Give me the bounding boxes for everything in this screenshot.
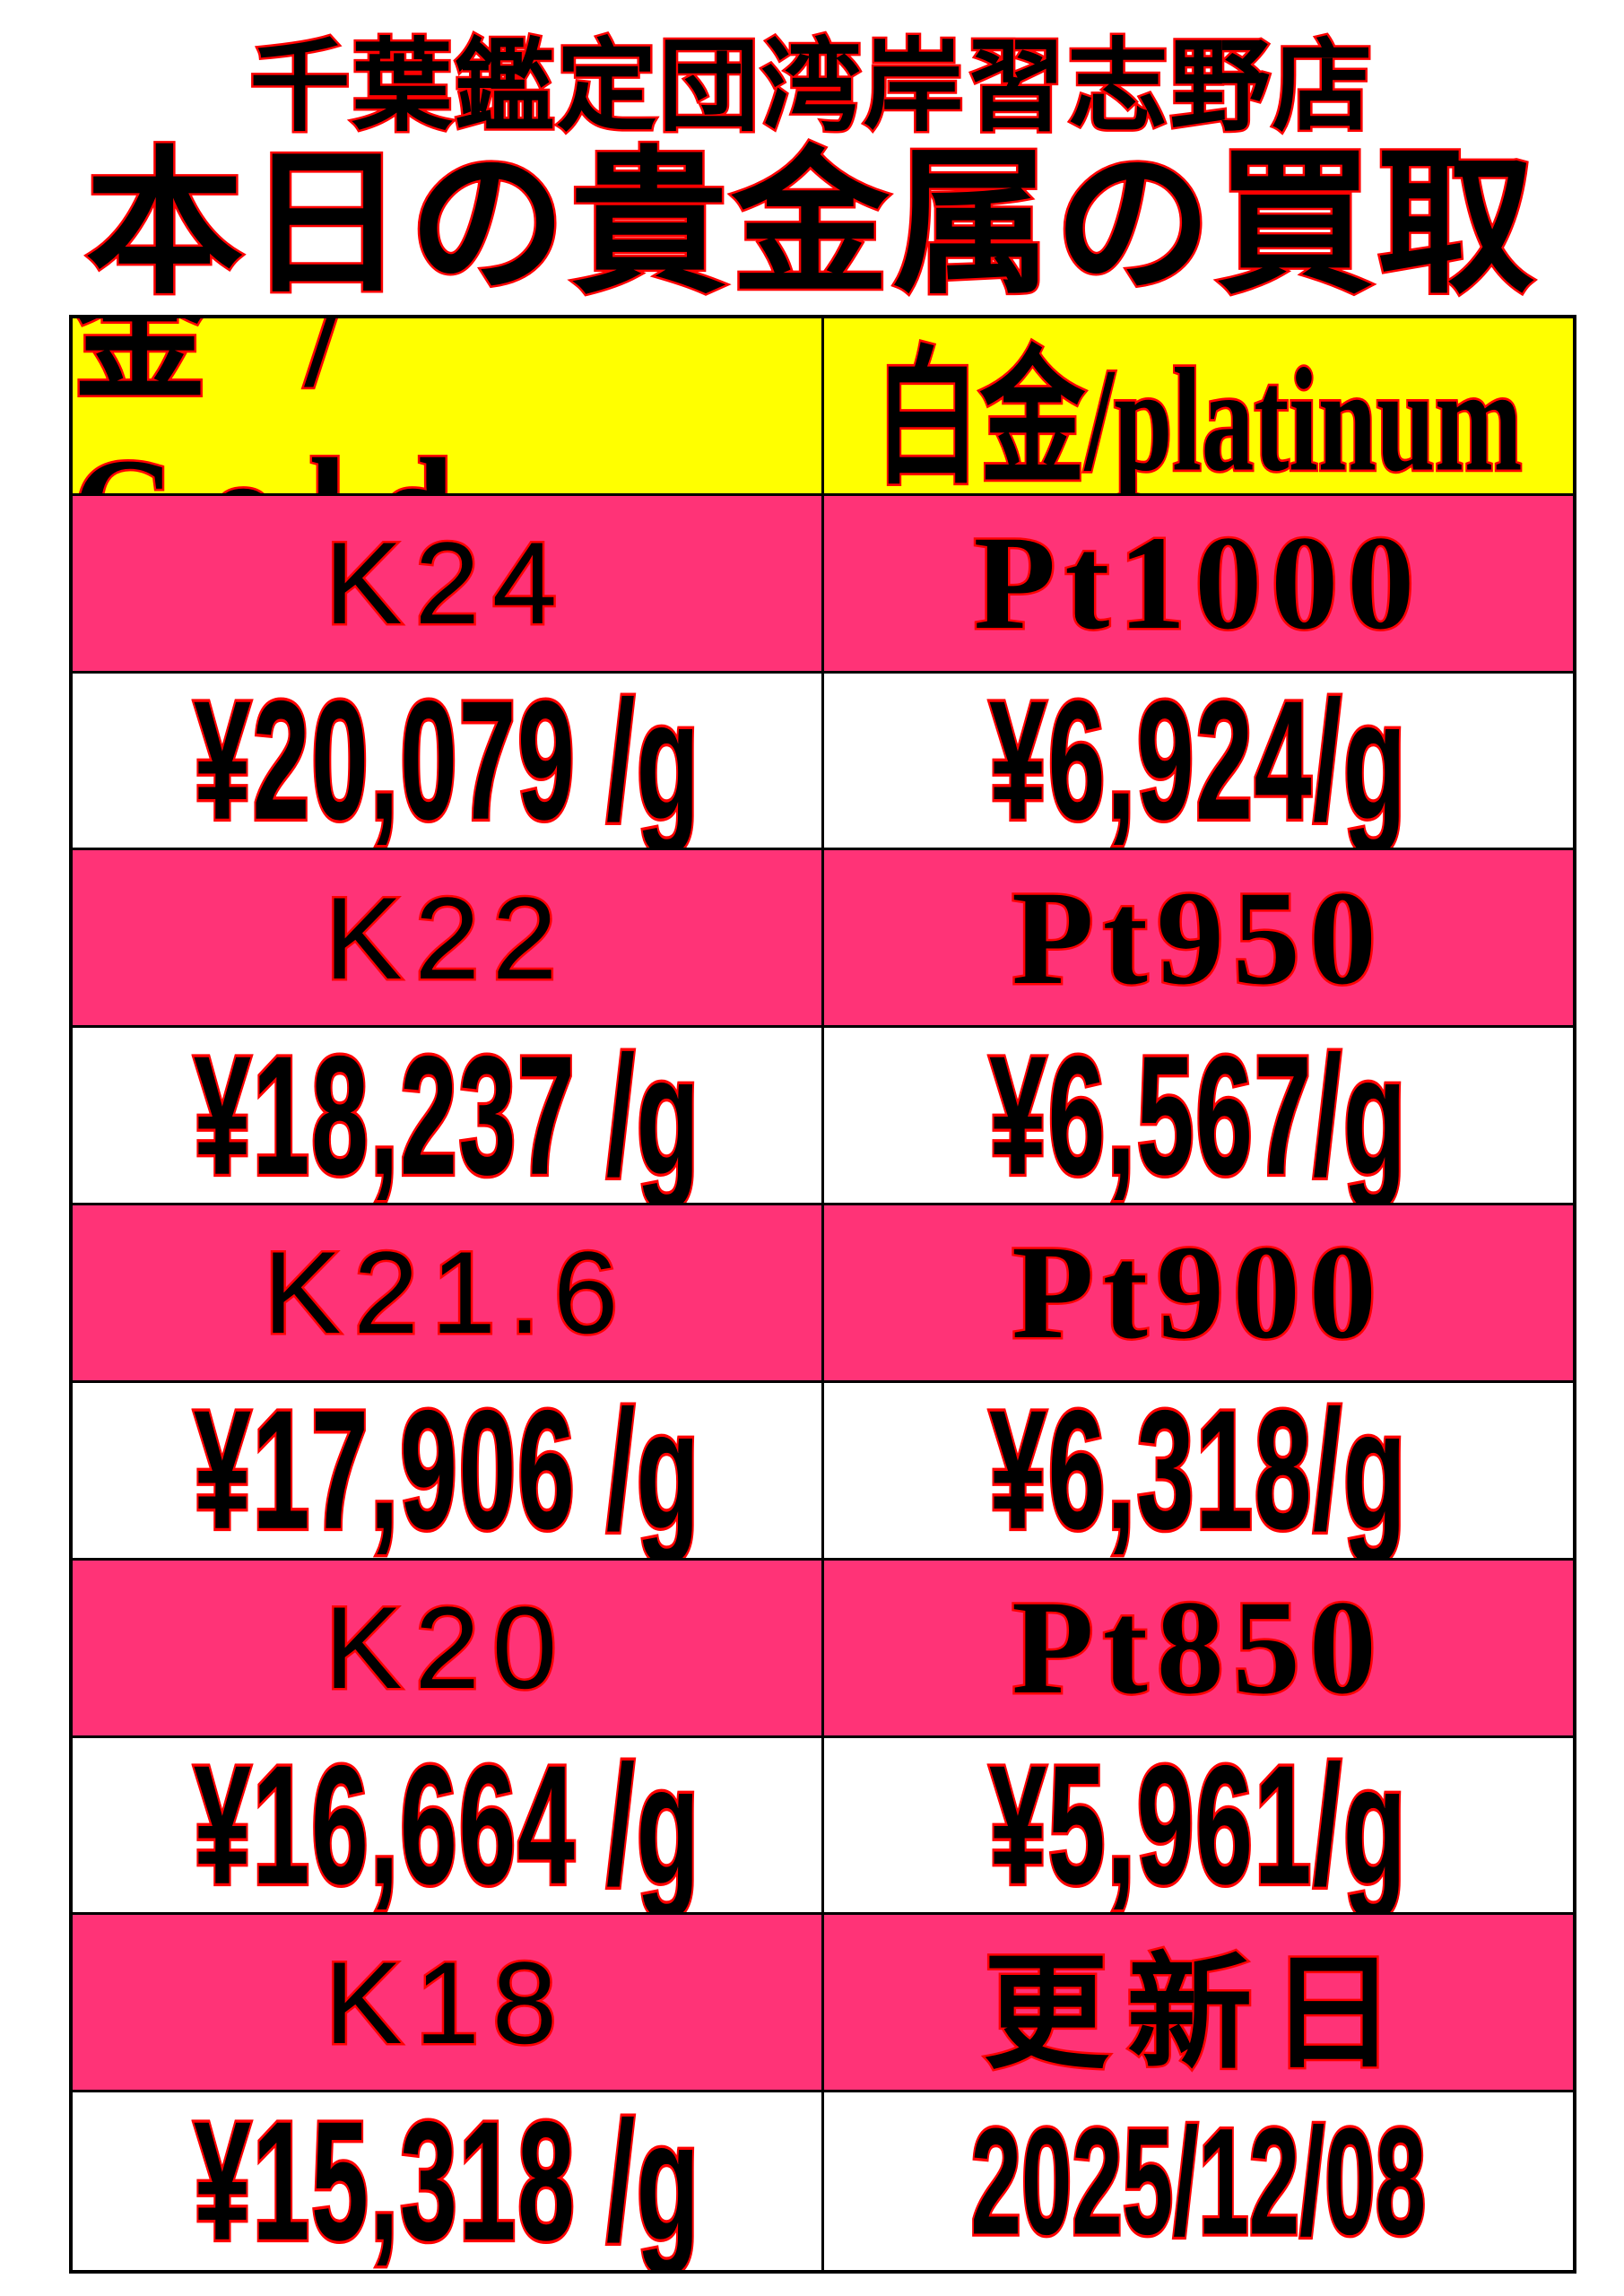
gold-grade: K21.6 xyxy=(261,1225,631,1361)
plat-price: ¥5,961/g xyxy=(987,1737,1408,1916)
page-title: 本日の貴金属の買取 xyxy=(83,136,1539,312)
shop-name: 千葉鑑定団湾岸習志野店 xyxy=(248,30,1375,143)
plat-grade-cell: Pt950 xyxy=(824,850,1573,1029)
gold-price-cell: ¥15,318 /g xyxy=(73,2092,824,2270)
gold-grade-cell: K18 xyxy=(73,1915,824,2093)
plat-grade-cell: Pt1000 xyxy=(824,495,1573,674)
gold-header: 金 / Gold xyxy=(73,318,824,496)
gold-price: ¥20,079 /g xyxy=(192,673,701,851)
plat-grade-cell: Pt850 xyxy=(824,1560,1573,1738)
plat-grade: Pt900 xyxy=(1010,1216,1385,1370)
gold-price: ¥18,237 /g xyxy=(192,1028,701,1206)
plat-price: ¥6,567/g xyxy=(987,1028,1408,1206)
gold-grade: K24 xyxy=(322,516,570,651)
update-label-cell: 更新日 xyxy=(824,1915,1573,2093)
plat-price-cell: ¥5,961/g xyxy=(824,1737,1573,1916)
gold-price-cell: ¥17,906 /g xyxy=(73,1382,824,1561)
plat-price: ¥6,318/g xyxy=(987,1382,1408,1561)
plat-grade: Pt1000 xyxy=(971,507,1424,660)
gold-price-cell: ¥20,079 /g xyxy=(73,673,824,851)
gold-grade: K20 xyxy=(322,1580,570,1716)
gold-grade-cell: K22 xyxy=(73,850,824,1029)
update-date: 2025/12/08 xyxy=(969,2093,1428,2269)
plat-price-cell: ¥6,567/g xyxy=(824,1028,1573,1206)
plat-price: ¥6,924/g xyxy=(987,673,1408,851)
gold-grade: K22 xyxy=(322,870,570,1005)
gold-price: ¥16,664 /g xyxy=(192,1737,701,1916)
plat-price-cell: ¥6,318/g xyxy=(824,1382,1573,1561)
update-label: 更新日 xyxy=(981,1940,1414,2085)
price-table: 金 / Gold 白金/platinum K24 Pt1000 ¥20,079 … xyxy=(69,315,1576,2274)
gold-header-label: 金 / Gold xyxy=(73,318,456,493)
update-date-cell: 2025/12/08 xyxy=(824,2092,1573,2270)
platinum-header: 白金/platinum xyxy=(824,318,1573,496)
gold-grade-cell: K24 xyxy=(73,495,824,674)
gold-price-cell: ¥16,664 /g xyxy=(73,1737,824,1916)
gold-price: ¥15,318 /g xyxy=(192,2092,701,2270)
gold-price: ¥17,906 /g xyxy=(192,1382,701,1561)
plat-price-cell: ¥6,924/g xyxy=(824,673,1573,851)
gold-grade: K18 xyxy=(322,1935,570,2070)
platinum-header-label: 白金/platinum xyxy=(873,335,1524,496)
plat-grade-cell: Pt900 xyxy=(824,1205,1573,1383)
gold-grade-cell: K21.6 xyxy=(73,1205,824,1383)
plat-grade: Pt950 xyxy=(1010,861,1385,1014)
gold-price-cell: ¥18,237 /g xyxy=(73,1028,824,1206)
gold-grade-cell: K20 xyxy=(73,1560,824,1738)
plat-grade: Pt850 xyxy=(1010,1571,1385,1725)
